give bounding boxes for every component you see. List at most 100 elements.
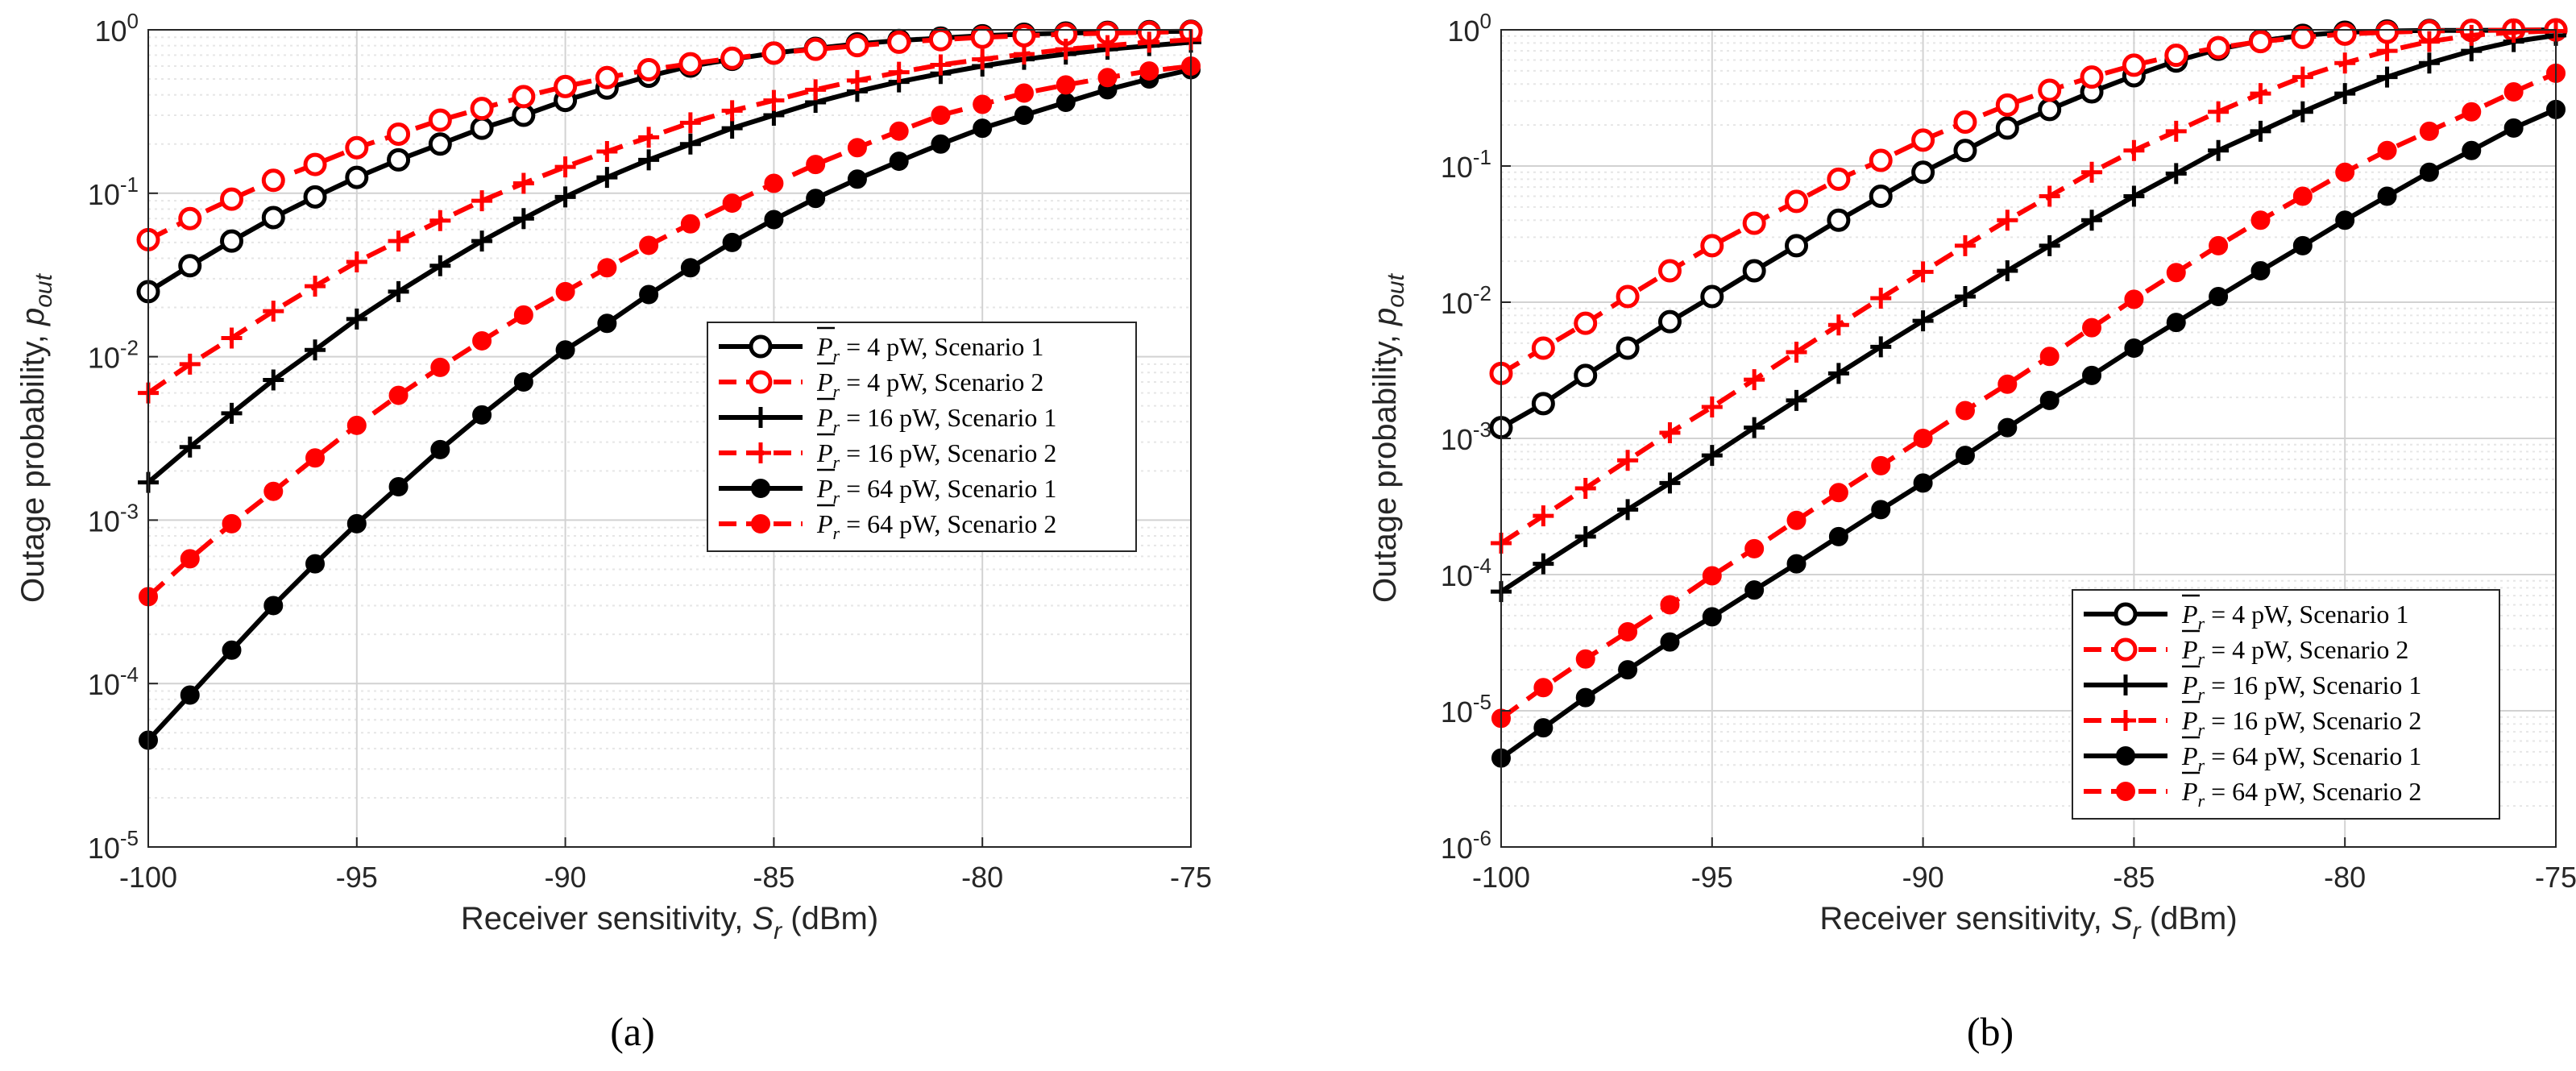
- data-point: [1995, 116, 2019, 140]
- legend-label: Pr = 4 pW, Scenario 2: [2181, 635, 2408, 669]
- series-6: [1491, 63, 2566, 729]
- chart-panel-b: -100 -95 -90 -85 -80 -75 10-6 10-5 10-4 10-3 10-2 1…: [1367, 9, 2576, 1054]
- legend-entry: Pr = 4 pW, Scenario 2: [2084, 629, 2408, 669]
- data-point: [2334, 52, 2356, 74]
- data-point: [513, 305, 533, 325]
- data-point: [513, 372, 533, 392]
- legend-entry: Pr = 16 pW, Scenario 2: [719, 433, 1056, 472]
- data-point: [1139, 61, 1159, 81]
- series-group: [1489, 18, 2568, 768]
- legend-marker: [2116, 782, 2135, 801]
- data-point: [1955, 401, 1975, 421]
- legend-label: Pr = 4 pW, Scenario 1: [2181, 600, 2408, 633]
- data-point: [889, 121, 909, 141]
- data-point: [2208, 139, 2230, 161]
- data-point: [2124, 338, 2144, 358]
- data-point: [178, 254, 202, 278]
- data-point: [1871, 455, 1891, 475]
- data-point: [471, 230, 493, 252]
- data-point: [2039, 347, 2060, 367]
- data-point: [388, 280, 409, 302]
- data-point: [1786, 341, 1807, 363]
- data-point: [2080, 65, 2104, 89]
- legend-entry: Pr = 64 pW, Scenario 1: [2084, 736, 2421, 775]
- panel-caption-b: (b): [1967, 1009, 2014, 1054]
- legend: Pr = 4 pW, Scenario 1Pr = 4 pW, Scenario…: [707, 322, 1137, 552]
- data-point: [1014, 106, 1034, 126]
- legend-marker: [750, 407, 771, 428]
- data-point: [805, 79, 827, 101]
- data-point: [2081, 210, 2103, 231]
- data-point: [1660, 595, 1680, 615]
- data-point: [2334, 83, 2356, 105]
- data-point: [1827, 167, 1851, 191]
- legend-marker: [750, 442, 771, 463]
- x-tick-label: -90: [545, 861, 587, 894]
- data-point: [1616, 336, 1640, 360]
- data-point: [1785, 234, 1809, 258]
- y-tick-label: 100: [94, 9, 139, 48]
- data-point: [1014, 83, 1034, 103]
- data-point: [1786, 554, 1807, 574]
- x-axis-label: Receiver sensitivity, Sr (dBm): [461, 901, 878, 944]
- data-point: [2462, 102, 2482, 122]
- data-point: [847, 138, 867, 158]
- data-point: [1056, 92, 1076, 112]
- data-point: [472, 405, 492, 425]
- data-point: [761, 41, 786, 65]
- data-point: [2462, 140, 2482, 160]
- data-point: [2122, 53, 2146, 77]
- data-point: [2250, 83, 2271, 105]
- data-point: [2419, 121, 2439, 141]
- data-point: [595, 65, 619, 89]
- legend-label: Pr = 16 pW, Scenario 1: [816, 403, 1056, 437]
- y-tick-label: 10-3: [1441, 417, 1491, 456]
- data-point: [1657, 259, 1682, 283]
- data-point: [2081, 161, 2103, 183]
- data-point: [388, 385, 409, 405]
- y-tick-label: 10-1: [88, 172, 139, 211]
- data-point: [1531, 392, 1555, 416]
- x-tick-label: -85: [753, 861, 794, 894]
- data-point: [2250, 210, 2271, 230]
- data-point: [1912, 261, 1934, 283]
- data-point: [1744, 538, 1765, 558]
- data-point: [2208, 101, 2230, 122]
- data-point: [1659, 472, 1681, 494]
- legend-entry: Pr = 4 pW, Scenario 2: [719, 362, 1043, 401]
- data-point: [2292, 235, 2313, 255]
- series-line: [147, 29, 1192, 243]
- data-point: [305, 448, 326, 468]
- axes-box: [147, 29, 1192, 848]
- legend-marker: [751, 479, 770, 498]
- data-point: [679, 133, 701, 155]
- data-point: [1744, 580, 1765, 600]
- data-point: [2250, 261, 2271, 281]
- data-point: [596, 167, 618, 189]
- data-point: [887, 30, 911, 54]
- data-point: [1827, 314, 1849, 336]
- data-point: [1869, 184, 1893, 208]
- legend-marker: [2115, 710, 2136, 731]
- data-point: [1954, 235, 1976, 256]
- data-point: [2503, 21, 2524, 43]
- data-point: [1701, 396, 1723, 418]
- data-point: [2039, 390, 2060, 410]
- data-point: [222, 640, 242, 660]
- data-point: [387, 147, 411, 172]
- legend-label: Pr = 64 pW, Scenario 2: [2181, 777, 2421, 811]
- data-point: [345, 135, 369, 160]
- data-point: [1955, 446, 1975, 466]
- data-point: [806, 189, 826, 209]
- legend-marker: [2113, 637, 2138, 662]
- y-tick-label: 10-3: [88, 499, 139, 538]
- data-point: [387, 122, 411, 146]
- data-point: [1533, 678, 1553, 698]
- data-point: [554, 186, 576, 208]
- data-point: [2038, 78, 2062, 102]
- data-point: [847, 169, 867, 189]
- data-point: [930, 54, 952, 76]
- data-point: [1531, 336, 1555, 360]
- data-point: [1139, 31, 1160, 53]
- data-point: [1702, 566, 1722, 586]
